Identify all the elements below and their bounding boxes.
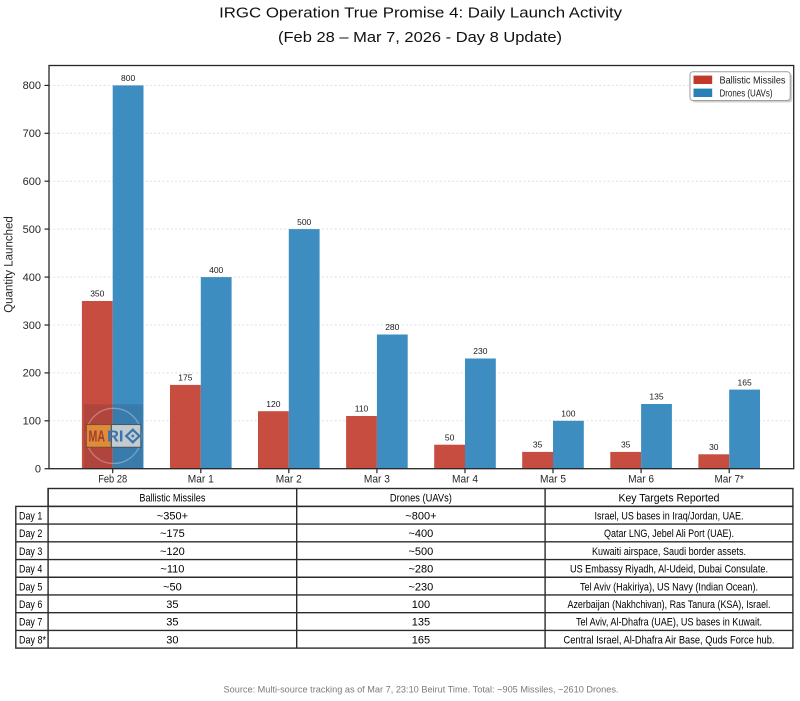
svg-text:100: 100 [561, 409, 575, 419]
svg-text:Feb 28: Feb 28 [98, 474, 127, 486]
svg-text:~230: ~230 [409, 581, 434, 593]
svg-text:35: 35 [166, 599, 178, 611]
svg-text:~120: ~120 [160, 546, 185, 558]
svg-text:~350+: ~350+ [157, 511, 188, 523]
svg-text:US Embassy Riyadh, Al-Udeid, D: US Embassy Riyadh, Al-Udeid, Dubai Consu… [570, 564, 768, 576]
svg-text:Mar 6: Mar 6 [628, 474, 654, 486]
svg-text:165: 165 [412, 634, 430, 646]
svg-text:120: 120 [266, 399, 280, 409]
svg-text:600: 600 [23, 176, 41, 188]
svg-text:400: 400 [23, 272, 41, 284]
svg-text:500: 500 [297, 217, 311, 227]
svg-text:Mar 1: Mar 1 [188, 474, 214, 486]
svg-text:~175: ~175 [160, 528, 185, 540]
svg-text:Mar 3: Mar 3 [364, 474, 390, 486]
svg-text:35: 35 [533, 440, 543, 450]
svg-text:Source: Multi-source tracking: Source: Multi-source tracking as of Mar … [224, 685, 619, 696]
svg-text:Day 7: Day 7 [19, 617, 42, 629]
svg-text:RI: RI [107, 429, 124, 446]
svg-text:35: 35 [166, 617, 178, 629]
svg-text:110: 110 [355, 404, 369, 414]
svg-text:Qatar LNG, Jebel Ali Port (UAE: Qatar LNG, Jebel Ali Port (UAE). [604, 528, 734, 540]
svg-text:135: 135 [649, 392, 663, 402]
svg-text:~500: ~500 [409, 546, 434, 558]
svg-text:~280: ~280 [409, 564, 434, 576]
svg-text:800: 800 [23, 80, 41, 92]
svg-text:500: 500 [23, 224, 41, 236]
svg-text:30: 30 [709, 442, 719, 452]
svg-text:~50: ~50 [163, 581, 182, 593]
svg-text:Tel Aviv, Al-Dhafra (UAE), US: Tel Aviv, Al-Dhafra (UAE), US bases in K… [576, 617, 762, 629]
svg-text:700: 700 [23, 128, 41, 140]
svg-text:30: 30 [166, 634, 178, 646]
svg-text:Mar 7*: Mar 7* [714, 474, 744, 486]
svg-text:Day 5: Day 5 [19, 581, 42, 593]
svg-text:350: 350 [90, 289, 104, 299]
svg-text:Quantity Launched: Quantity Launched [4, 216, 16, 313]
svg-text:0: 0 [35, 464, 41, 476]
svg-text:Central Israel, Al-Dhafra Air: Central Israel, Al-Dhafra Air Base, Quds… [564, 634, 775, 646]
svg-text:Day 2: Day 2 [19, 528, 42, 540]
svg-text:800: 800 [121, 73, 135, 83]
svg-text:280: 280 [385, 322, 399, 332]
svg-text:165: 165 [738, 377, 752, 387]
svg-text:Day 6: Day 6 [19, 599, 42, 611]
svg-text:400: 400 [209, 265, 223, 275]
svg-text:Day 1: Day 1 [19, 511, 42, 523]
svg-text:Mar 2: Mar 2 [276, 474, 302, 486]
svg-text:MA: MA [89, 429, 106, 446]
svg-text:50: 50 [445, 432, 455, 442]
svg-text:Drones (UAVs): Drones (UAVs) [390, 493, 452, 505]
svg-text:100: 100 [23, 416, 41, 428]
svg-text:100: 100 [412, 599, 430, 611]
svg-text:Day 3: Day 3 [19, 546, 42, 558]
svg-text:Day 4: Day 4 [19, 564, 42, 576]
svg-text:Key Targets Reported: Key Targets Reported [619, 493, 720, 505]
svg-text:Tel Aviv (Hakiriya), US Navy (: Tel Aviv (Hakiriya), US Navy (Indian Oce… [580, 581, 758, 593]
svg-text:175: 175 [178, 373, 192, 383]
svg-text:200: 200 [23, 368, 41, 380]
svg-text:Day 8*: Day 8* [19, 634, 47, 646]
svg-text:35: 35 [621, 440, 631, 450]
svg-text:Kuwaiti airspace, Saudi border: Kuwaiti airspace, Saudi border assets. [592, 546, 746, 558]
svg-text:(Feb 28 – Mar 7, 2026 - Day 8: (Feb 28 – Mar 7, 2026 - Day 8 Update) [278, 29, 562, 46]
svg-text:Israel, US bases in Iraq/Jorda: Israel, US bases in Iraq/Jordan, UAE. [595, 511, 744, 523]
svg-text:Ballistic Missiles: Ballistic Missiles [139, 493, 205, 505]
svg-text:~400: ~400 [409, 528, 434, 540]
svg-text:Ballistic Missiles: Ballistic Missiles [720, 75, 786, 86]
svg-text:135: 135 [412, 617, 430, 629]
svg-text:~800+: ~800+ [405, 511, 436, 523]
svg-text:~110: ~110 [160, 564, 184, 576]
svg-text:Mar 5: Mar 5 [540, 474, 566, 486]
svg-text:300: 300 [23, 320, 41, 332]
svg-text:Drones (UAVs): Drones (UAVs) [720, 88, 773, 99]
svg-text:Azerbaijan (Nakhchivan), Ras T: Azerbaijan (Nakhchivan), Ras Tanura (KSA… [568, 599, 771, 611]
svg-text:230: 230 [473, 346, 487, 356]
svg-text:IRGC Operation True Promise 4:: IRGC Operation True Promise 4: Daily Lau… [219, 5, 622, 22]
svg-text:Mar 4: Mar 4 [452, 474, 478, 486]
